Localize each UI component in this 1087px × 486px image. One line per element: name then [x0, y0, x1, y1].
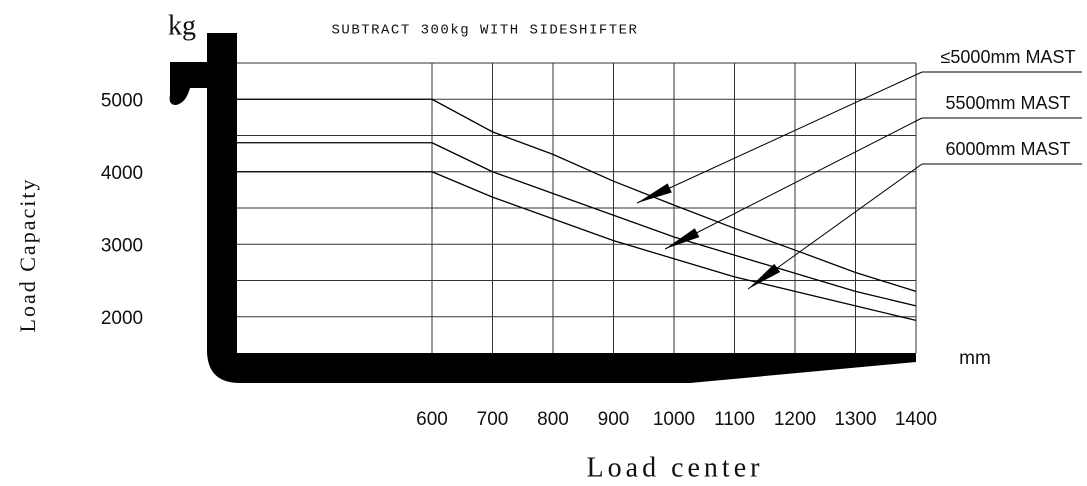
x-tick-label: 1000: [653, 409, 695, 430]
series-line: [431, 142, 917, 307]
leader-arrow: [637, 183, 672, 203]
y-tick-label: 5000: [101, 90, 143, 111]
series-line: [431, 98, 917, 292]
x-tick-label: 1400: [895, 409, 937, 430]
y-unit: kg: [168, 10, 196, 41]
x-tick-label: 1100: [714, 409, 755, 430]
x-tick-label: 600: [416, 409, 448, 430]
x-tick-label: 1300: [834, 409, 876, 430]
legend-label: 5500mm MAST: [945, 93, 1070, 113]
legend-label: ≤5000mm MAST: [941, 47, 1076, 67]
series-line: [431, 171, 917, 322]
x-axis-label: Load center: [587, 452, 764, 483]
x-tick-label: 700: [477, 409, 509, 430]
y-axis-label: Load Capacity: [15, 178, 40, 333]
x-tick-label: 1200: [774, 409, 816, 430]
y-tick-label: 4000: [101, 163, 143, 184]
y-tick-label: 3000: [101, 235, 143, 256]
x-unit: mm: [959, 348, 991, 369]
leader-arrow: [748, 263, 781, 289]
y-tick-label: 2000: [101, 308, 143, 329]
x-tick-label: 800: [537, 409, 569, 430]
leader-line: [664, 117, 923, 250]
chart-title: SUBTRACT 300kg WITH SIDESHIFTER: [332, 23, 639, 39]
legend-label: 6000mm MAST: [945, 139, 1070, 159]
leader-line: [636, 71, 923, 204]
leader-arrow: [665, 228, 700, 249]
x-tick-label: 900: [598, 409, 630, 430]
